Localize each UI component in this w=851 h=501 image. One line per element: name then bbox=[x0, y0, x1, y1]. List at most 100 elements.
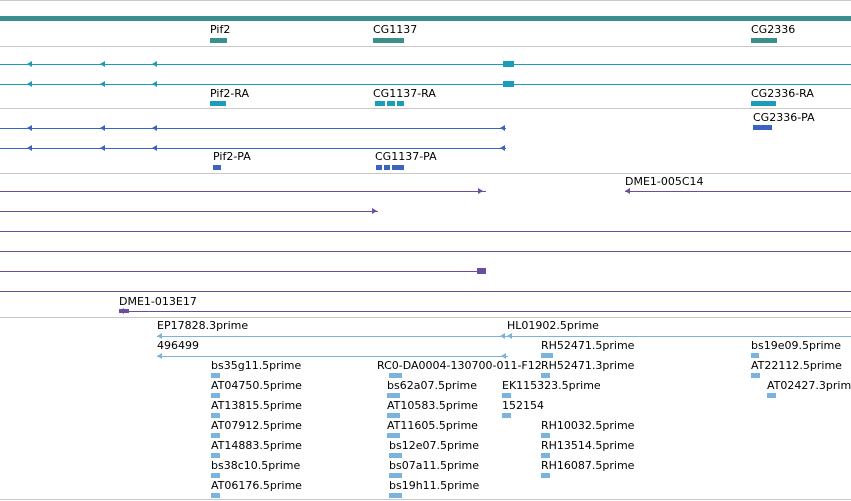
clone-label-dme1-013e17: DME1-013E17 bbox=[119, 295, 197, 308]
est-feature-ek115323[interactable] bbox=[502, 393, 511, 398]
gene-feature-cg1137[interactable] bbox=[373, 38, 404, 43]
mrna-alignment-line bbox=[0, 64, 851, 65]
est-feature-at13815[interactable] bbox=[211, 413, 220, 418]
protein-exon[interactable] bbox=[384, 165, 390, 170]
est-label-rh52471-5: RH52471.5prime bbox=[541, 339, 635, 352]
mrna-alignment-block[interactable] bbox=[503, 61, 514, 67]
est-feature-bs35g11[interactable] bbox=[211, 373, 220, 378]
est-feature-at06176[interactable] bbox=[211, 493, 220, 498]
track-separator bbox=[0, 108, 851, 109]
track-separator bbox=[0, 46, 851, 47]
clone-feature-block[interactable] bbox=[119, 309, 129, 313]
strand-arrow-icon bbox=[501, 353, 506, 359]
est-label-rc0: RC0-DA0004-130700-011-F12 bbox=[377, 359, 542, 372]
est-label-bs19h11: bs19h11.5prime bbox=[389, 479, 480, 492]
est-label-at06176: AT06176.5prime bbox=[211, 479, 302, 492]
strand-arrow-icon bbox=[27, 81, 32, 87]
est-feature-rc0[interactable] bbox=[389, 373, 402, 378]
strand-arrow-icon bbox=[152, 81, 157, 87]
est-feature-at11605[interactable] bbox=[387, 433, 400, 438]
est-feature-bs62a07[interactable] bbox=[387, 393, 400, 398]
est-feature-bs38c10[interactable] bbox=[211, 473, 220, 478]
strand-arrow-icon bbox=[152, 125, 157, 131]
gene-label-pif2: Pif2 bbox=[210, 23, 231, 36]
est-label-ek115323: EK115323.5prime bbox=[502, 379, 601, 392]
est-label-496499: 496499 bbox=[157, 339, 199, 352]
est-feature-152154[interactable] bbox=[502, 413, 511, 418]
est-label-hl01902: HL01902.5prime bbox=[507, 319, 599, 332]
est-feature-496499 bbox=[157, 356, 508, 357]
protein-label-cg1137-pa: CG1137-PA bbox=[375, 150, 437, 163]
est-feature-hl01902 bbox=[507, 336, 851, 337]
mrna-alignment-block[interactable] bbox=[503, 81, 514, 87]
protein-feature-cg2336-pa[interactable] bbox=[753, 125, 772, 130]
protein-alignment-line bbox=[0, 128, 506, 129]
est-label-rh13514: RH13514.5prime bbox=[541, 439, 635, 452]
protein-feature-pif2-pa[interactable] bbox=[213, 165, 221, 170]
est-feature-rh10032[interactable] bbox=[541, 433, 550, 438]
clone-alignment-line bbox=[0, 251, 851, 252]
est-label-at07912: AT07912.5prime bbox=[211, 419, 302, 432]
est-feature-at14883[interactable] bbox=[211, 453, 220, 458]
est-label-at14883: AT14883.5prime bbox=[211, 439, 302, 452]
mrna-alignment-line bbox=[0, 84, 851, 85]
gene-feature-cg2336[interactable] bbox=[751, 38, 777, 43]
strand-arrow-icon bbox=[157, 353, 162, 359]
est-feature-rh16087[interactable] bbox=[541, 473, 550, 478]
clone-alignment-block[interactable] bbox=[477, 268, 486, 274]
transcript-exon[interactable] bbox=[375, 101, 385, 106]
est-label-ep17828: EP17828.3prime bbox=[157, 319, 249, 332]
transcript-feature-cg2336-ra[interactable] bbox=[751, 101, 776, 106]
protein-exon[interactable] bbox=[392, 165, 404, 170]
est-label-bs12e07: bs12e07.5prime bbox=[389, 439, 480, 452]
est-label-bs19e09: bs19e09.5prime bbox=[751, 339, 842, 352]
clone-alignment-line bbox=[0, 271, 486, 272]
est-feature-bs19e09[interactable] bbox=[751, 353, 759, 358]
top-border bbox=[0, 0, 851, 1]
est-feature-ep17828 bbox=[157, 336, 507, 337]
strand-arrow-icon bbox=[157, 333, 162, 339]
est-label-152154: 152154 bbox=[502, 399, 544, 412]
est-label-at10583: AT10583.5prime bbox=[387, 399, 478, 412]
strand-arrow-icon bbox=[100, 145, 105, 151]
est-feature-bs12e07[interactable] bbox=[389, 453, 402, 458]
transcript-label-cg2336-pa: CG2336-PA bbox=[753, 111, 815, 124]
clone-label-dme1-005c14: DME1-005C14 bbox=[625, 175, 704, 188]
est-label-at02427: AT02427.3prime bbox=[767, 379, 851, 392]
strand-arrow-icon bbox=[500, 125, 505, 131]
gene-feature-pif2[interactable] bbox=[210, 38, 227, 43]
est-feature-rh52471-5[interactable] bbox=[541, 353, 553, 358]
est-feature-at02427[interactable] bbox=[767, 393, 776, 398]
est-feature-rh13514[interactable] bbox=[541, 453, 550, 458]
est-label-bs62a07: bs62a07.5prime bbox=[387, 379, 477, 392]
strand-arrow-icon bbox=[478, 188, 483, 194]
strand-arrow-icon bbox=[500, 145, 505, 151]
clone-alignment-line bbox=[0, 211, 378, 212]
est-feature-bs19h11[interactable] bbox=[389, 493, 402, 498]
est-feature-at07912[interactable] bbox=[211, 433, 220, 438]
transcript-exon[interactable] bbox=[397, 101, 404, 106]
transcript-label-cg2336-ra: CG2336-RA bbox=[751, 87, 814, 100]
est-label-at13815: AT13815.5prime bbox=[211, 399, 302, 412]
strand-arrow-icon bbox=[27, 125, 32, 131]
est-feature-rh52471-3[interactable] bbox=[541, 373, 550, 378]
est-label-rh16087: RH16087.5prime bbox=[541, 459, 635, 472]
transcript-feature-pif2-ra[interactable] bbox=[210, 101, 226, 106]
strand-arrow-icon bbox=[372, 208, 377, 214]
est-feature-at04750[interactable] bbox=[211, 393, 220, 398]
est-feature-at10583[interactable] bbox=[387, 413, 400, 418]
clone-alignment-line bbox=[0, 231, 851, 232]
protein-exon[interactable] bbox=[376, 165, 382, 170]
strand-arrow-icon bbox=[152, 145, 157, 151]
transcript-exon[interactable] bbox=[387, 101, 395, 106]
est-feature-at22112[interactable] bbox=[751, 373, 760, 378]
transcript-label-pif2-ra: Pif2-RA bbox=[210, 87, 250, 100]
est-label-bs35g11: bs35g11.5prime bbox=[211, 359, 302, 372]
protein-label-pif2-pa: Pif2-PA bbox=[213, 150, 251, 163]
est-feature-bs07a11[interactable] bbox=[389, 473, 402, 478]
clone-feature-dme1-013e17 bbox=[119, 311, 851, 312]
est-label-rh10032: RH10032.5prime bbox=[541, 419, 635, 432]
strand-arrow-icon bbox=[27, 145, 32, 151]
est-label-bs07a11: bs07a11.5prime bbox=[389, 459, 479, 472]
